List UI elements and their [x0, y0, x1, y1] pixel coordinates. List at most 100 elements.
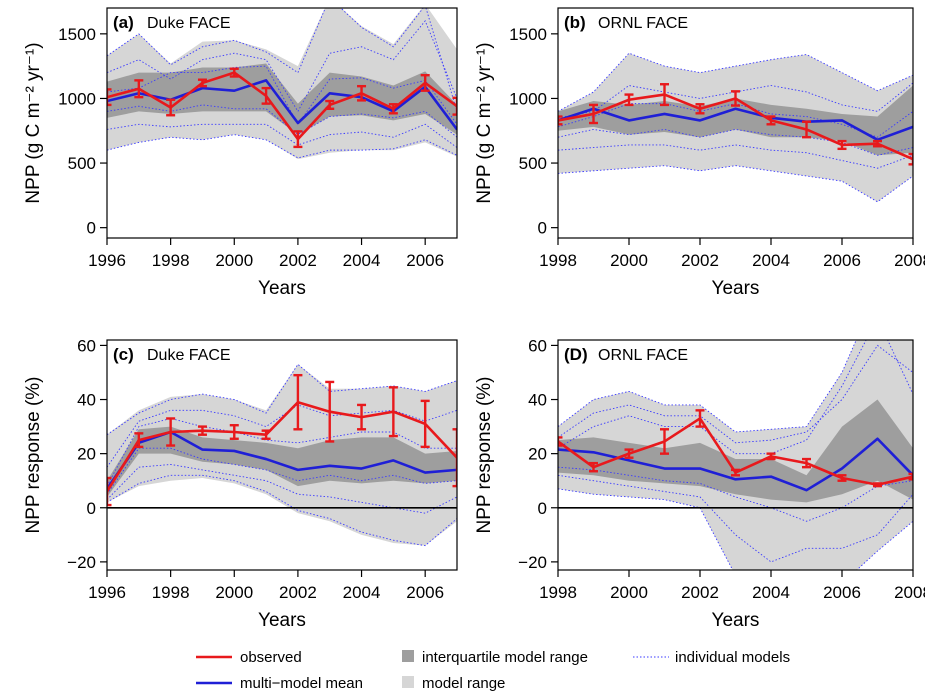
individual-model-line-6 — [558, 144, 913, 169]
y-tick-label: 0 — [87, 219, 96, 238]
panel-b: 1998 2000 2002 2004 2006 2008 0 500 1000 1500 Year… — [474, 7, 925, 299]
x-tick-label: 2002 — [681, 251, 719, 270]
observed-error-bar — [589, 103, 598, 125]
y-tick-label: 0 — [87, 499, 96, 518]
x-tick-label: 2002 — [681, 583, 719, 602]
observed-error-bar — [660, 428, 669, 455]
y-tick-label: 1500 — [58, 25, 96, 44]
x-tick-label: 2004 — [752, 251, 790, 270]
x-axis-label: Years — [712, 278, 760, 299]
x-tick-label: 2006 — [823, 251, 861, 270]
observed-error-bar — [558, 115, 563, 126]
observed-error-bar — [624, 448, 634, 459]
x-tick-label: 2000 — [610, 251, 648, 270]
y-axis-label: NPP (g C m⁻² yr⁻¹) — [474, 42, 495, 203]
observed-error-bar — [837, 139, 847, 151]
y-axis-label: NPP (g C m⁻² yr⁻¹) — [23, 42, 44, 203]
observed-error-bar — [229, 424, 239, 440]
iqr-band — [558, 399, 913, 503]
individual-model-line-2 — [558, 488, 913, 570]
individual-model-line-6 — [107, 123, 457, 148]
observed-error-bar — [589, 461, 598, 473]
legend-swatch-box — [402, 676, 414, 688]
observed-line — [107, 400, 457, 493]
observed-error-bar — [197, 78, 207, 88]
multi-model-mean-line — [558, 107, 913, 142]
y-axis-label: NPP response (%) — [23, 377, 44, 534]
legend-label: interquartile model range — [422, 649, 588, 666]
x-tick-label: 1996 — [88, 251, 126, 270]
individual-model-line-5 — [558, 344, 913, 444]
legend-item-observed: observed — [196, 649, 302, 666]
plot-frame — [557, 339, 914, 571]
y-tick-label: 40 — [77, 391, 96, 410]
observed-error-bar — [558, 436, 563, 447]
x-tick-label: 2004 — [343, 583, 381, 602]
observed-error-bar — [660, 83, 669, 107]
observed-error-bar — [293, 373, 303, 431]
x-tick-label: 2006 — [406, 583, 444, 602]
observed-error-bar — [766, 452, 776, 461]
panel-tag: (b) — [564, 13, 586, 32]
y-tick-label: 500 — [519, 154, 547, 173]
x-axis-label: Years — [258, 610, 306, 631]
observed-error-bar — [731, 90, 740, 107]
observed-error-bar — [420, 399, 430, 449]
panel-tag: (D) — [564, 345, 588, 364]
x-tick-label: 1998 — [539, 251, 577, 270]
plot-area — [558, 340, 913, 570]
panel-title: Duke FACE — [147, 347, 231, 364]
legend-item-range: model range — [402, 675, 505, 692]
observed-error-bar — [197, 425, 207, 436]
x-tick-label: 1996 — [88, 583, 126, 602]
panel-c: 1996 1998 2000 2002 2004 2006 −20 0 20 40 60 Years N… — [23, 336, 458, 631]
observed-error-bar — [107, 88, 112, 107]
y-tick-label: 1000 — [58, 89, 96, 108]
observed-error-bar — [325, 99, 335, 110]
observed-error-bar — [388, 386, 398, 438]
y-axis-label: NPP response (%) — [474, 377, 495, 534]
legend-item-individual: individual models — [633, 649, 790, 666]
x-tick-label: 2002 — [279, 583, 317, 602]
y-tick-label: 0 — [538, 219, 547, 238]
observed-error-bar — [802, 457, 811, 469]
observed-error-bar — [166, 417, 176, 447]
individual-model-line-1 — [558, 340, 913, 433]
observed-error-bar — [388, 103, 398, 115]
panel-title: ORNL FACE — [598, 347, 688, 364]
y-tick-label: −20 — [518, 553, 547, 572]
multi-model-mean-line — [107, 79, 457, 131]
observed-error-bar — [420, 73, 430, 92]
plot-frame — [106, 339, 458, 571]
observed-error-bar — [695, 409, 705, 428]
iqr-band — [107, 63, 457, 135]
plot-area — [558, 52, 913, 203]
individual-model-line-3 — [107, 65, 457, 126]
observed-error-bar — [166, 98, 176, 117]
individual-model-line-1 — [107, 363, 457, 436]
observed-error-bar — [293, 130, 303, 149]
y-tick-label: 20 — [77, 445, 96, 464]
panel-tag: (c) — [113, 345, 134, 364]
x-tick-label: 2000 — [215, 251, 253, 270]
panel-title: Duke FACE — [147, 15, 231, 32]
y-tick-label: 60 — [528, 336, 547, 355]
y-tick-label: 1500 — [509, 25, 547, 44]
y-tick-label: 60 — [77, 336, 96, 355]
observed-error-bar — [261, 86, 271, 105]
observed-error-bar — [357, 403, 367, 431]
panel-title: ORNL FACE — [598, 15, 688, 32]
observed-error-bar — [908, 152, 913, 166]
observed-error-bar — [837, 474, 847, 482]
observed-error-bar — [766, 115, 776, 126]
model-range-band — [558, 340, 913, 570]
observed-error-bar — [624, 93, 634, 107]
observed-line — [107, 71, 457, 141]
x-tick-label: 2008 — [894, 583, 925, 602]
individual-model-line-2 — [558, 165, 913, 203]
x-axis-label: Years — [712, 610, 760, 631]
legend-label: observed — [240, 649, 302, 666]
y-tick-label: −20 — [67, 553, 96, 572]
x-tick-label: 2000 — [610, 583, 648, 602]
